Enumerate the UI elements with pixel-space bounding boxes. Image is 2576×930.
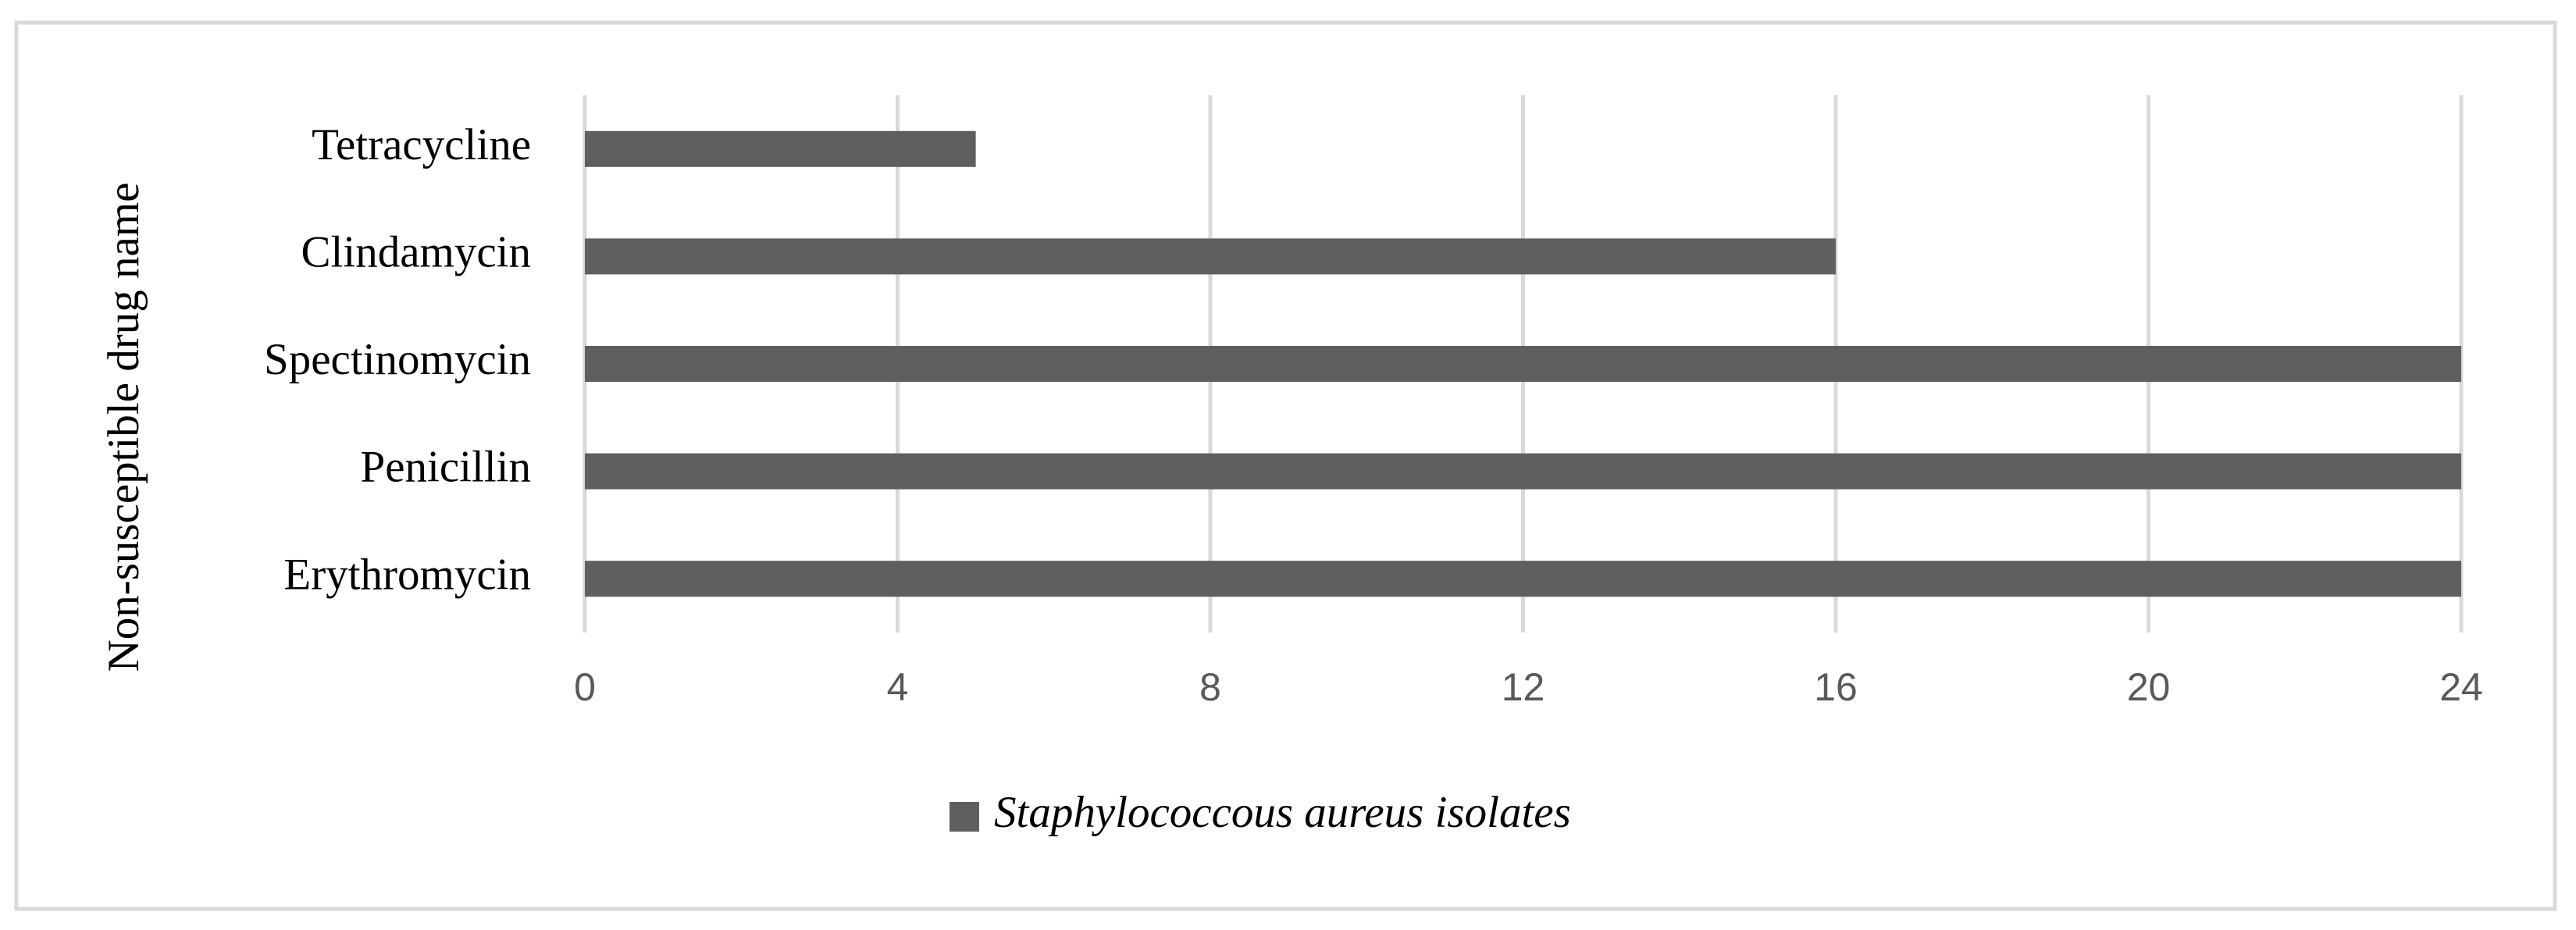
x-tick-label: 8	[1199, 665, 1221, 709]
legend-swatch	[950, 802, 979, 832]
y-axis-title: Non-susceptible drug name	[99, 183, 148, 672]
y-tick-label: Tetracycline	[312, 120, 531, 169]
bar	[585, 238, 1836, 275]
x-tick-label: 24	[2439, 665, 2483, 709]
y-tick-label: Spectinomycin	[264, 335, 531, 384]
y-tick-label: Erythromycin	[283, 550, 531, 599]
x-tick-label: 4	[887, 665, 909, 709]
bar	[585, 130, 976, 167]
x-tick-label: 20	[2127, 665, 2171, 709]
bar	[585, 346, 2461, 382]
bar	[585, 453, 2461, 490]
x-tick-label: 16	[1814, 665, 1858, 709]
legend-label: Staphylococcous aureus isolates	[994, 788, 1571, 837]
bar	[585, 561, 2461, 597]
y-tick-label: Penicillin	[361, 443, 531, 492]
x-tick-label: 0	[574, 665, 596, 709]
x-tick-label: 12	[1502, 665, 1545, 709]
y-tick-label: Clindamycin	[301, 227, 531, 276]
